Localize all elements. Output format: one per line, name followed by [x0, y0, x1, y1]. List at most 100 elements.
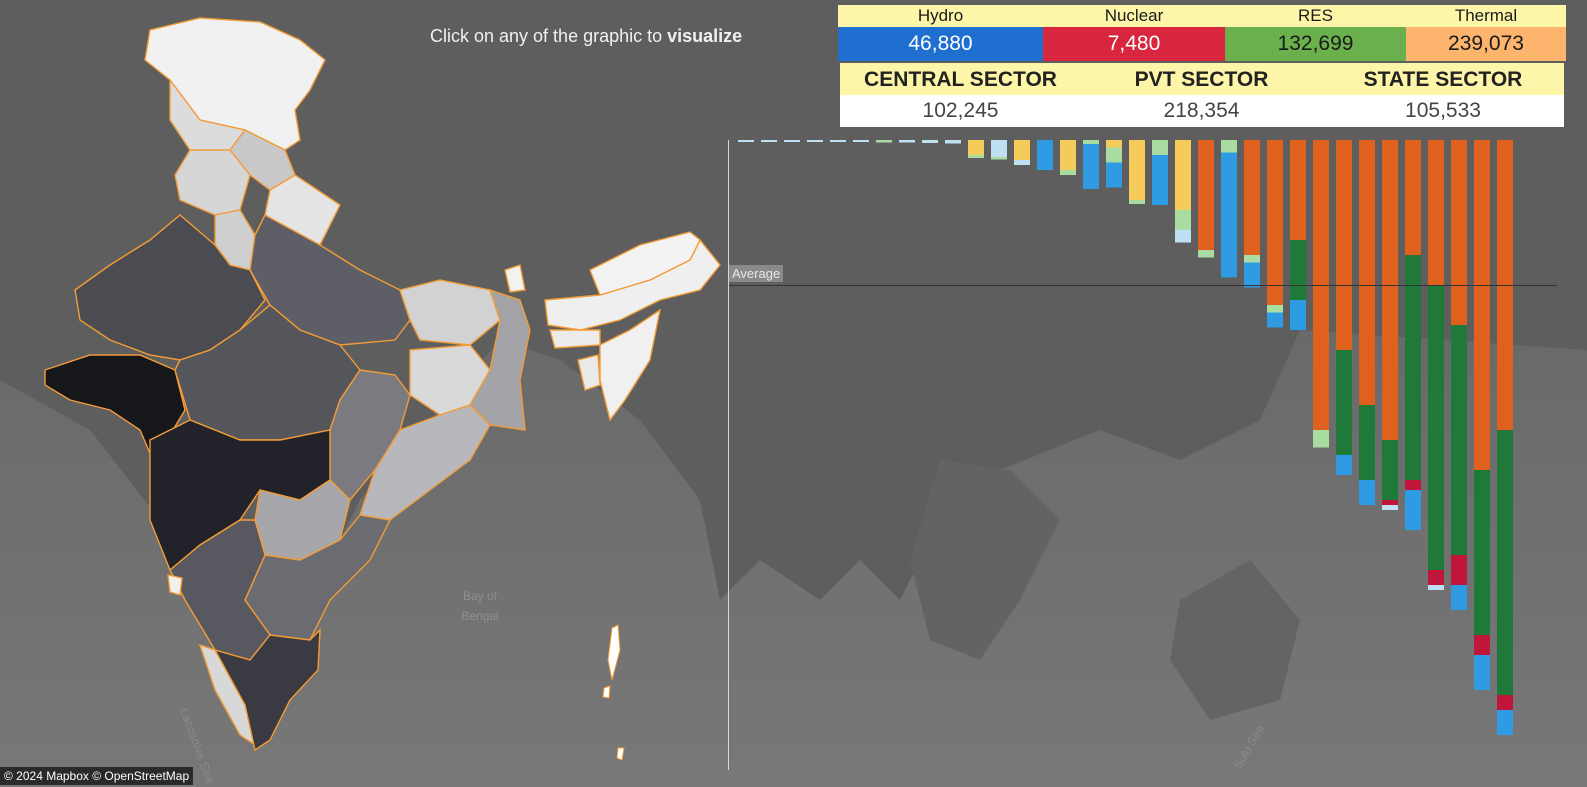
bar-11-segment-other[interactable] [991, 140, 1007, 157]
bar-16-segment-hydro[interactable] [1106, 162, 1122, 188]
bar-33-segment-res[interactable] [1497, 430, 1513, 695]
bar-33-segment-nuclear[interactable] [1497, 695, 1513, 710]
bar-27-segment-res[interactable] [1359, 405, 1375, 480]
sector-state[interactable]: STATE SECTOR 105,533 [1322, 63, 1564, 127]
state-manipur-mizoram[interactable] [599, 308, 662, 422]
bar-24-segment-res[interactable] [1290, 240, 1306, 300]
bar-20-segment-thermal[interactable] [1198, 140, 1214, 250]
bar-31-segment-nuclear[interactable] [1451, 555, 1467, 585]
state-rajasthan[interactable] [74, 214, 266, 361]
bar-5-segment-other[interactable] [853, 140, 869, 142]
bar-29-segment-res[interactable] [1405, 255, 1421, 480]
bar-32-segment-res[interactable] [1474, 470, 1490, 635]
fuel-thermal[interactable]: Thermal 239,073 [1406, 5, 1566, 61]
bar-19-segment-solar[interactable] [1175, 140, 1191, 210]
bar-30-segment-res[interactable] [1428, 285, 1444, 570]
state-bihar[interactable] [399, 279, 501, 346]
bar-12-segment-solar[interactable] [1014, 140, 1030, 160]
bar-13-segment-hydro[interactable] [1037, 140, 1053, 170]
bar-15-segment-hydro[interactable] [1083, 144, 1099, 189]
bar-14-segment-solar[interactable] [1060, 140, 1076, 170]
state-west-bengal[interactable] [469, 288, 531, 431]
bar-33-segment-hydro[interactable] [1497, 710, 1513, 735]
bar-17-segment-solar[interactable] [1129, 140, 1145, 200]
fuel-nuclear[interactable]: Nuclear 7,480 [1043, 5, 1225, 61]
bar-6-segment-small_hydro[interactable] [876, 140, 892, 143]
bar-14-segment-small_hydro[interactable] [1060, 170, 1076, 175]
bar-32-segment-hydro[interactable] [1474, 655, 1490, 690]
bar-8-segment-other[interactable] [922, 140, 938, 143]
bar-1-segment-other[interactable] [761, 140, 777, 142]
bar-30-segment-other[interactable] [1428, 585, 1444, 590]
fuel-nuclear-value: 7,480 [1043, 27, 1225, 61]
bar-16-segment-small_hydro[interactable] [1106, 147, 1122, 163]
bar-26-segment-res[interactable] [1336, 350, 1352, 455]
bar-24-segment-hydro[interactable] [1290, 300, 1306, 330]
bar-21-segment-hydro[interactable] [1221, 152, 1237, 278]
bar-3-segment-other[interactable] [807, 140, 823, 142]
bar-23-segment-small_hydro[interactable] [1267, 305, 1283, 313]
bar-12-segment-other[interactable] [1014, 160, 1030, 165]
bar-23-segment-hydro[interactable] [1267, 312, 1283, 328]
bar-31-segment-hydro[interactable] [1451, 585, 1467, 610]
bar-4-segment-other[interactable] [830, 140, 846, 142]
bar-16-segment-solar[interactable] [1106, 140, 1122, 148]
state-uttar-pradesh[interactable] [249, 214, 411, 346]
bar-11-segment-small_hydro[interactable] [991, 157, 1007, 160]
state-sikkim[interactable] [504, 264, 526, 293]
bar-28-segment-thermal[interactable] [1382, 140, 1398, 440]
bar-26-segment-thermal[interactable] [1336, 140, 1352, 350]
state-tamil-nadu[interactable] [213, 628, 321, 752]
fuel-hydro[interactable]: Hydro 46,880 [838, 5, 1043, 61]
bar-15-segment-small_hydro[interactable] [1083, 140, 1099, 144]
bar-30-segment-thermal[interactable] [1428, 140, 1444, 285]
bar-19-segment-other[interactable] [1175, 230, 1191, 243]
bar-32-segment-thermal[interactable] [1474, 140, 1490, 470]
state-karnataka[interactable] [169, 519, 271, 661]
bar-27-segment-hydro[interactable] [1359, 480, 1375, 505]
average-line [729, 285, 1557, 286]
bar-26-segment-hydro[interactable] [1336, 455, 1352, 475]
bar-10-segment-small_hydro[interactable] [968, 155, 984, 158]
bar-10-segment-solar[interactable] [968, 140, 984, 155]
bar-23-segment-thermal[interactable] [1267, 140, 1283, 305]
bar-18-segment-hydro[interactable] [1152, 155, 1168, 205]
bar-20-segment-small_hydro[interactable] [1198, 250, 1214, 258]
bar-2-segment-other[interactable] [784, 140, 800, 142]
bar-30-segment-nuclear[interactable] [1428, 570, 1444, 585]
bar-27-segment-thermal[interactable] [1359, 140, 1375, 405]
fuel-res[interactable]: RES 132,699 [1225, 5, 1406, 61]
bar-32-segment-nuclear[interactable] [1474, 635, 1490, 655]
bar-18-segment-small_hydro[interactable] [1152, 145, 1168, 155]
bar-29-segment-thermal[interactable] [1405, 140, 1421, 255]
map-attribution[interactable]: © 2024 Mapbox © OpenStreetMap [0, 767, 194, 785]
bar-24-segment-thermal[interactable] [1290, 140, 1306, 240]
bar-0-segment-other[interactable] [738, 140, 754, 142]
bar-31-segment-res[interactable] [1451, 325, 1467, 555]
state-tripura[interactable] [577, 354, 601, 391]
state-goa[interactable] [167, 574, 183, 596]
stacked-bar-chart[interactable] [738, 140, 1513, 735]
bar-29-segment-hydro[interactable] [1405, 490, 1421, 530]
bar-21-segment-small_hydro[interactable] [1221, 140, 1237, 153]
sector-central-value: 102,245 [840, 95, 1081, 127]
bar-17-segment-small_hydro[interactable] [1129, 200, 1145, 204]
sector-private[interactable]: PVT SECTOR 218,354 [1081, 63, 1322, 127]
bar-22-segment-thermal[interactable] [1244, 140, 1260, 255]
bar-31-segment-thermal[interactable] [1451, 140, 1467, 325]
bar-29-segment-nuclear[interactable] [1405, 480, 1421, 490]
state-meghalaya[interactable] [549, 329, 601, 349]
bar-25-segment-small_hydro[interactable] [1313, 430, 1329, 448]
bar-9-segment-other[interactable] [945, 140, 961, 144]
state-arunachal[interactable] [589, 231, 701, 296]
bar-7-segment-other[interactable] [899, 140, 915, 143]
bar-22-segment-small_hydro[interactable] [1244, 255, 1260, 263]
bar-28-segment-nuclear[interactable] [1382, 500, 1398, 505]
sector-central[interactable]: CENTRAL SECTOR 102,245 [840, 63, 1081, 127]
bar-18-segment-small_hydro[interactable] [1152, 140, 1168, 145]
bar-28-segment-res[interactable] [1382, 440, 1398, 500]
bar-19-segment-small_hydro[interactable] [1175, 210, 1191, 230]
bar-28-segment-other[interactable] [1382, 505, 1398, 510]
bar-22-segment-hydro[interactable] [1244, 262, 1260, 288]
